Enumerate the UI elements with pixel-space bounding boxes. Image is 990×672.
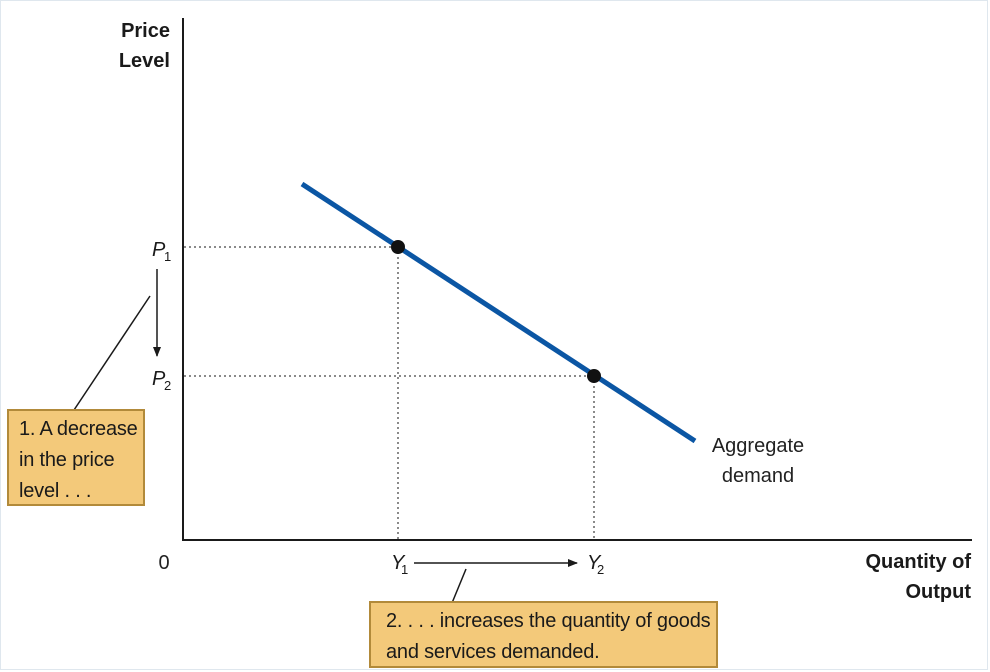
note-quantity-increase: 2. . . . increases the quantity of goods…	[369, 601, 718, 668]
p1-var: P	[152, 239, 166, 261]
p1-sub: 1	[164, 249, 171, 264]
x-axis-title-line2: Output	[905, 581, 971, 603]
y1-tick-label: Y 1	[391, 552, 408, 577]
y1-sub: 1	[401, 562, 408, 577]
note1-line2: in the price	[19, 449, 115, 471]
aggregate-demand-curve	[300, 181, 697, 444]
x-axis-title-line1: Quantity of	[865, 551, 971, 573]
point-b	[587, 369, 601, 383]
note-price-decrease: 1. A decrease in the price level . . .	[7, 409, 145, 506]
y-axis-title-line2: Level	[119, 50, 170, 72]
note2-leader-line	[451, 568, 467, 604]
y2-tick-label: Y 2	[587, 552, 604, 577]
p2-sub: 2	[164, 378, 171, 393]
origin-label: 0	[158, 552, 169, 574]
p2-var: P	[152, 368, 166, 390]
note2-line2: and services demanded.	[386, 641, 600, 663]
point-a	[391, 240, 405, 254]
note1-leader-line	[73, 295, 151, 411]
curve-label-line1: Aggregate	[712, 435, 804, 457]
p1-tick-label: P 1	[152, 239, 171, 264]
curve-label-line2: demand	[722, 465, 794, 487]
y2-var: Y	[587, 552, 602, 574]
p2-tick-label: P 2	[152, 368, 171, 393]
note1-line3: level . . .	[19, 480, 92, 502]
note1-line1: 1. A decrease	[19, 418, 138, 440]
note2-line1: 2. . . . increases the quantity of goods	[386, 610, 711, 632]
y1-var: Y	[391, 552, 406, 574]
y-axis-title-line1: Price	[121, 20, 170, 42]
y2-sub: 2	[597, 562, 604, 577]
